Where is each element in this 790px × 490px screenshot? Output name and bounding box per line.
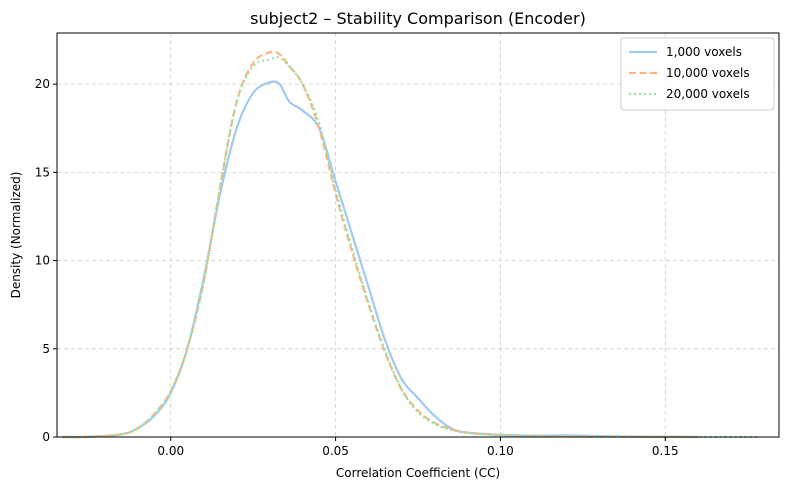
legend-label-2: 10,000 voxels <box>666 66 750 80</box>
y-axis-label: Density (Normalized) <box>9 172 23 299</box>
y-tick-label: 10 <box>35 254 50 268</box>
x-tick-label: 0.15 <box>652 444 679 458</box>
x-axis-label: Correlation Coefficient (CC) <box>336 466 500 480</box>
legend-label-1: 1,000 voxels <box>666 45 742 59</box>
y-tick-label: 5 <box>42 342 50 356</box>
x-tick-label: 0.00 <box>157 444 184 458</box>
series-layer <box>61 50 758 439</box>
y-tick-label: 20 <box>35 77 50 91</box>
chart-title: subject2 – Stability Comparison (Encoder… <box>250 9 586 28</box>
y-tick-label: 15 <box>35 165 50 179</box>
x-tick-label: 0.10 <box>487 444 514 458</box>
ticks-layer: 0.00 0.05 0.10 0.15 0 5 10 15 20 <box>35 77 679 458</box>
plot-frame <box>56 32 780 438</box>
legend-box <box>620 37 775 111</box>
x-tick-label: 0.05 <box>322 444 349 458</box>
legend-label-3: 20,000 voxels <box>666 87 750 101</box>
legend: 1,000 voxels 10,000 voxels 20,000 voxels <box>620 37 775 111</box>
y-tick-label: 0 <box>42 430 50 444</box>
